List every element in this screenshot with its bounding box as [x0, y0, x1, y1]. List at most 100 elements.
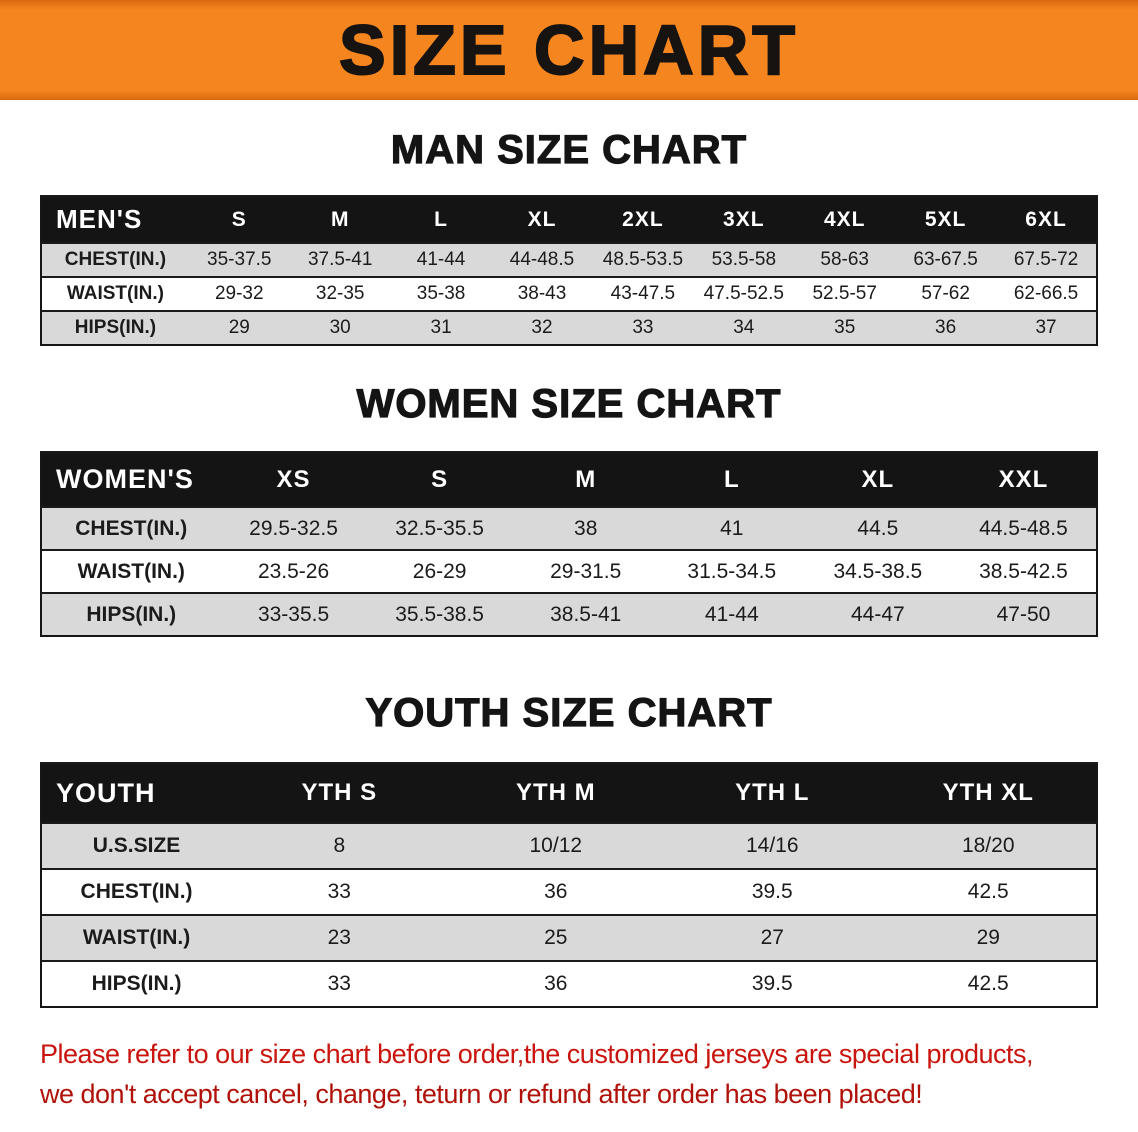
size-column-header: 2XL — [592, 196, 694, 243]
banner-title: SIZE CHART — [338, 10, 799, 90]
womens-size-table-header-row: WOMEN'S XS S M L XL XXL — [41, 452, 1097, 507]
youth-size-table: YOUTH YTH S YTH M YTH L YTH XL U.S.SIZE 8 10/12… — [40, 762, 1098, 1008]
measurement-value: 29 — [228, 317, 250, 338]
measurement-value: 62-66.5 — [1013, 283, 1079, 304]
measurement-value: 31.5-34.5 — [687, 559, 777, 583]
measurement-value: 44-48.5 — [509, 249, 575, 270]
measurement-value: 23.5-26 — [257, 559, 330, 583]
measurement-value: 53.5-58 — [711, 249, 777, 270]
size-column-header: M — [289, 196, 391, 243]
disclaimer-line-2: we don't accept cancel, change, teturn o… — [40, 1079, 923, 1109]
womens-size-table-row: CHEST(IN.) 29.5-32.5 32.5-35.5 38 41 44.5 44.5… — [41, 507, 1097, 550]
measurement-value: 39.5 — [751, 972, 793, 995]
measurement-value: 30 — [329, 317, 351, 338]
measurement-value: 42.5 — [967, 972, 1009, 995]
measurement-value: 32 — [531, 317, 553, 338]
size-column-header: M — [512, 452, 659, 507]
measurement-value: 35-37.5 — [207, 249, 272, 270]
youth-size-table-header-row: YOUTH YTH S YTH M YTH L YTH XL — [41, 763, 1097, 823]
mens-size-table-row: CHEST(IN.) 35-37.5 37.5-41 41-44 44-48.5 48.5… — [41, 243, 1097, 277]
women-size-section: WOMEN SIZE CHART WOMEN'S XS S M L XL XXL CHEST(… — [0, 381, 1138, 637]
measurement-value: 57-62 — [921, 283, 970, 304]
youth-section-heading: YOUTH SIZE CHART — [365, 690, 773, 735]
measurement-value: 48.5-53.5 — [602, 249, 684, 270]
measurement-value: 25 — [544, 926, 568, 949]
measurement-label: HIPS(IN.) — [91, 972, 182, 995]
measurement-value: 36 — [544, 880, 568, 903]
measurement-value: 67.5-72 — [1013, 249, 1079, 270]
measurement-label: WAIST(IN.) — [77, 559, 185, 583]
measurement-value: 47-50 — [996, 602, 1051, 626]
measurement-value: 38.5-41 — [550, 602, 622, 626]
measurement-value: 38-43 — [517, 283, 567, 304]
measurement-value: 35 — [834, 317, 856, 338]
measurement-value: 41 — [720, 516, 744, 540]
size-column-header: YTH M — [447, 763, 665, 823]
measurement-value: 36 — [544, 972, 568, 995]
size-column-header: YTH L — [664, 763, 881, 823]
disclaimer-line-1: Please refer to our size chart before or… — [40, 1039, 1034, 1069]
measurement-value: 37.5-41 — [307, 249, 373, 270]
size-chart-banner: SIZE CHART — [0, 0, 1138, 100]
disclaimer-note: Please refer to our size chart before or… — [40, 1034, 1138, 1114]
table-title-cell: YOUTH — [41, 763, 232, 823]
measurement-value: 39.5 — [751, 880, 793, 903]
measurement-value: 42.5 — [967, 880, 1009, 903]
measurement-label: CHEST(IN.) — [80, 880, 193, 903]
measurement-value: 8 — [333, 834, 346, 857]
size-column-header: 6XL — [996, 196, 1097, 243]
measurement-value: 33 — [327, 880, 351, 903]
measurement-value: 27 — [760, 926, 784, 949]
measurement-value: 44.5 — [857, 516, 899, 540]
measurement-value: 26-29 — [412, 559, 467, 583]
measurement-label: CHEST(IN.) — [75, 516, 188, 540]
measurement-value: 14/16 — [745, 834, 799, 857]
measurement-value: 33 — [632, 317, 654, 338]
size-column-header: XL — [491, 196, 593, 243]
measurement-value: 43-47.5 — [610, 283, 676, 304]
womens-size-table-row: WAIST(IN.) 23.5-26 26-29 29-31.5 31.5-34.5 34… — [41, 550, 1097, 593]
size-column-header: S — [188, 196, 290, 243]
men-section-heading: MAN SIZE CHART — [390, 127, 748, 172]
measurement-label: HIPS(IN.) — [74, 317, 157, 338]
measurement-value: 29-32 — [214, 283, 264, 304]
mens-size-table: MEN'S S M L XL 2XL 3XL 4XL 5XL 6XL CHEST(IN.) 35-37… — [40, 195, 1098, 346]
measurement-value: 44-47 — [851, 602, 905, 626]
size-column-header: L — [658, 452, 805, 507]
measurement-value: 10/12 — [529, 834, 583, 857]
measurement-value: 32-35 — [315, 283, 365, 304]
youth-size-section: YOUTH SIZE CHART YOUTH YTH S YTH M YTH L YTH… — [0, 690, 1138, 1008]
measurement-value: 52.5-57 — [812, 283, 877, 304]
measurement-value: 37 — [1035, 317, 1057, 338]
measurement-value: 23 — [327, 926, 351, 949]
measurement-value: 33-35.5 — [257, 602, 330, 626]
size-column-header: YTH XL — [880, 763, 1097, 823]
measurement-value: 29-31.5 — [550, 559, 622, 583]
measurement-value: 38 — [574, 516, 598, 540]
measurement-value: 63-67.5 — [913, 249, 978, 270]
measurement-value: 32.5-35.5 — [395, 516, 484, 540]
measurement-value: 58-63 — [820, 249, 870, 270]
size-column-header: 4XL — [794, 196, 896, 243]
mens-size-table-row: HIPS(IN.) 29 30 31 32 33 34 35 36 37 — [41, 311, 1097, 345]
measurement-value: 38.5-42.5 — [979, 559, 1068, 583]
measurement-value: 35-38 — [416, 283, 466, 304]
youth-size-table-row: WAIST(IN.) 23 25 27 29 — [41, 915, 1097, 961]
mens-size-table-header-row: MEN'S S M L XL 2XL 3XL 4XL 5XL 6XL — [41, 196, 1097, 243]
women-section-heading: WOMEN SIZE CHART — [356, 381, 782, 426]
measurement-value: 33 — [327, 972, 351, 995]
womens-size-table-row: HIPS(IN.) 33-35.5 35.5-38.5 38.5-41 41-44 44-… — [41, 593, 1097, 636]
table-title-cell: MEN'S — [41, 196, 189, 243]
size-column-header: 3XL — [693, 196, 795, 243]
size-column-header: YTH S — [231, 763, 448, 823]
measurement-value: 34 — [733, 317, 755, 338]
men-size-section: MAN SIZE CHART MEN'S S M L XL 2XL 3XL 4XL 5XL 6XL… — [0, 127, 1138, 346]
youth-size-table-row: CHEST(IN.) 33 36 39.5 42.5 — [41, 869, 1097, 915]
mens-size-table-row: WAIST(IN.) 29-32 32-35 35-38 38-43 43-47.5 47.… — [41, 277, 1097, 311]
womens-size-table: WOMEN'S XS S M L XL XXL CHEST(IN.) 29.5-32.5 32.5… — [40, 451, 1098, 637]
measurement-label: WAIST(IN.) — [82, 926, 191, 949]
measurement-value: 41-44 — [416, 249, 466, 270]
measurement-value: 34.5-38.5 — [833, 559, 923, 583]
size-column-header: XL — [804, 452, 951, 507]
measurement-value: 44.5-48.5 — [979, 516, 1068, 540]
